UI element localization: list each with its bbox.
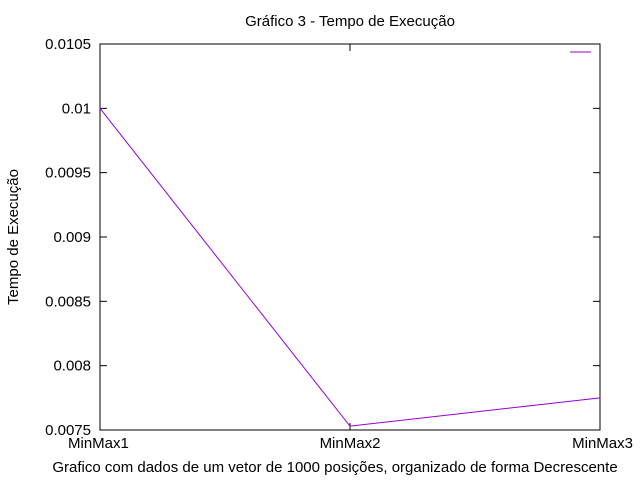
x-axis-label: Grafico com dados de um vetor de 1000 po… [52,459,617,476]
plot-area-border [99,43,601,431]
y-axis: 0.0075 0.008 0.0085 0.009 0.0095 0.01 0.0105 [45,36,600,439]
y-axis-label: Tempo de Execução [5,169,22,305]
chart-title: Gráfico 3 - Tempo de Execução [245,13,455,30]
x-tick-label: MinMax3 [572,435,633,452]
series-line [99,108,601,427]
data-point [99,107,101,109]
y-tick-label: 0.008 [53,358,91,375]
series-layer [99,107,601,427]
data-point [599,397,601,399]
y-tick-label: 0.01 [62,100,91,117]
x-tick-label: MinMax1 [68,435,129,452]
x-axis: MinMax1 MinMax2 MinMax3 [68,44,633,452]
y-tick-label: 0.0085 [45,293,91,310]
y-tick-label: 0.0075 [45,422,91,439]
y-tick-label: 0.0095 [45,165,91,182]
x-tick-label: MinMax2 [320,435,381,452]
data-point [349,425,351,427]
y-tick-label: 0.009 [53,229,91,246]
y-tick-label: 0.0105 [45,36,91,53]
